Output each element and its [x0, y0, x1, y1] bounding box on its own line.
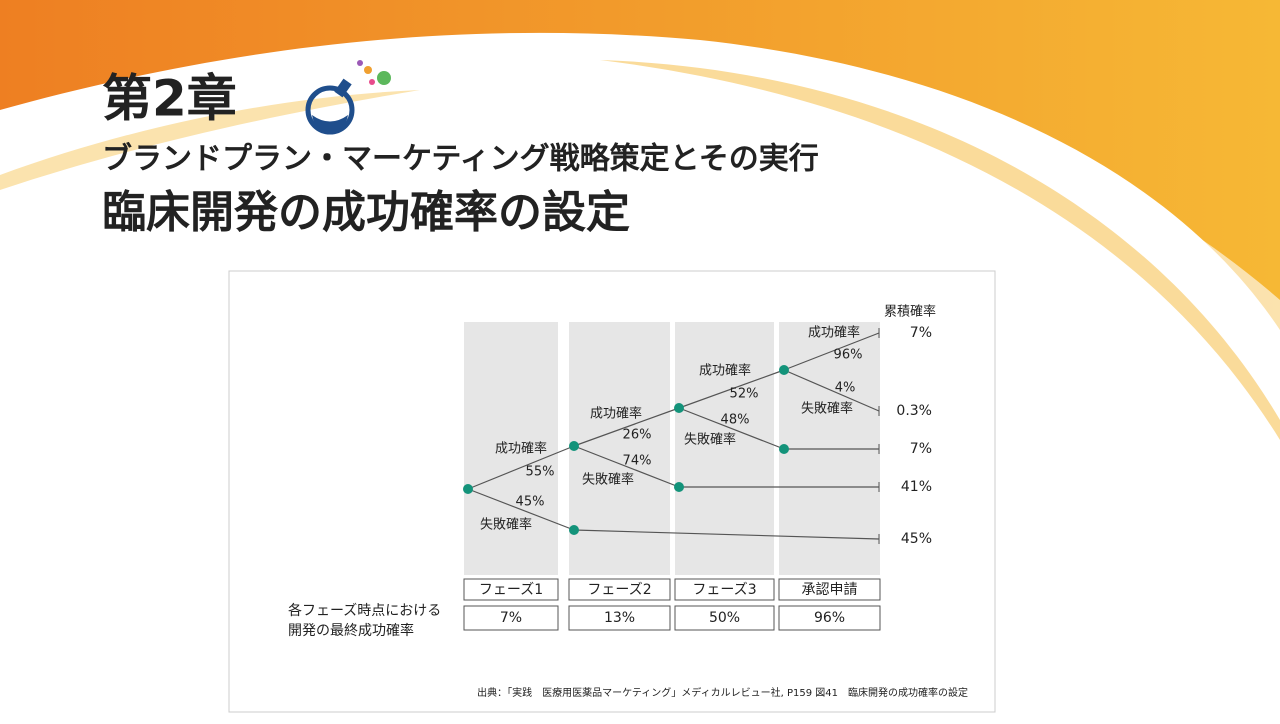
- final-probability: 7%: [500, 610, 522, 626]
- background-swoosh: [0, 0, 1280, 440]
- cumulative-value: 7%: [910, 441, 932, 457]
- tree-node: [463, 484, 473, 494]
- cumulative-title: 累積確率: [884, 304, 936, 320]
- branch-label: 失敗確率: [801, 401, 853, 417]
- phase-column: [675, 322, 774, 575]
- branch-label: 成功確率: [590, 406, 642, 422]
- chapter: 第2章: [102, 70, 237, 128]
- phase-box: [778, 578, 881, 601]
- branch-label: 55%: [526, 465, 555, 480]
- branch-label: 45%: [516, 495, 545, 510]
- branch-label: 26%: [623, 428, 652, 443]
- cumulative-value: 45%: [901, 531, 932, 547]
- branch-label: 成功確率: [808, 325, 860, 341]
- branch-label: 96%: [834, 348, 863, 363]
- tree-node: [569, 441, 579, 451]
- branch-label: 4%: [835, 381, 856, 396]
- cumulative-value: 41%: [901, 479, 932, 495]
- phase-label: フェーズ2: [587, 582, 651, 598]
- probability-box: [568, 605, 671, 631]
- tree-edge: [678, 369, 785, 409]
- tree-edge: [678, 407, 785, 450]
- phase-column: [464, 322, 558, 575]
- row-label: 各フェーズ時点における: [288, 603, 441, 619]
- final-probability: 96%: [814, 610, 845, 626]
- probability-box: [778, 605, 881, 631]
- phase-box: [463, 578, 559, 601]
- branch-label: 74%: [623, 454, 652, 469]
- phase-label: フェーズ1: [479, 582, 543, 598]
- phase-label: フェーズ3: [692, 582, 756, 598]
- flask-icon: [305, 60, 391, 135]
- probability-box: [674, 605, 775, 631]
- probability-box: [463, 605, 559, 631]
- tree-edge: [783, 369, 880, 412]
- phase-column: [569, 322, 670, 575]
- tree-node: [674, 403, 684, 413]
- row-label: 開発の最終成功確率: [288, 622, 414, 639]
- phase-label: 承認申請: [802, 582, 858, 598]
- tree-edge: [467, 445, 575, 490]
- final-probability: 13%: [604, 610, 635, 626]
- branch-label: 失敗確率: [684, 432, 736, 448]
- tree-edge: [573, 529, 880, 540]
- tree-node: [674, 482, 684, 492]
- tree-edge: [573, 445, 680, 488]
- cumulative-value: 0.3%: [896, 403, 932, 419]
- tree-node: [779, 444, 789, 454]
- branch-label: 48%: [721, 413, 750, 428]
- final-probability: 50%: [709, 610, 740, 626]
- tree-node: [779, 365, 789, 375]
- title: 臨床開発の成功確率の設定: [102, 187, 630, 238]
- branch-label: 成功確率: [699, 363, 751, 379]
- branch-label: 成功確率: [495, 441, 547, 457]
- subtitle: ブランドプラン・マーケティング戦略策定とその実行: [102, 142, 819, 177]
- phase-box: [674, 578, 775, 601]
- branch-label: 失敗確率: [480, 517, 532, 533]
- cumulative-value: 7%: [910, 325, 932, 341]
- branch-label: 失敗確率: [582, 472, 634, 488]
- tree-edge: [573, 407, 680, 447]
- phase-box: [568, 578, 671, 601]
- source: 出典：「実践 医療用医薬品マーケティング」メディカルレビュー社, P159 図4…: [477, 686, 968, 699]
- tree-edge: [783, 332, 880, 371]
- branch-label: 52%: [730, 387, 759, 402]
- tree-edge: [467, 488, 575, 531]
- tree-node: [569, 525, 579, 535]
